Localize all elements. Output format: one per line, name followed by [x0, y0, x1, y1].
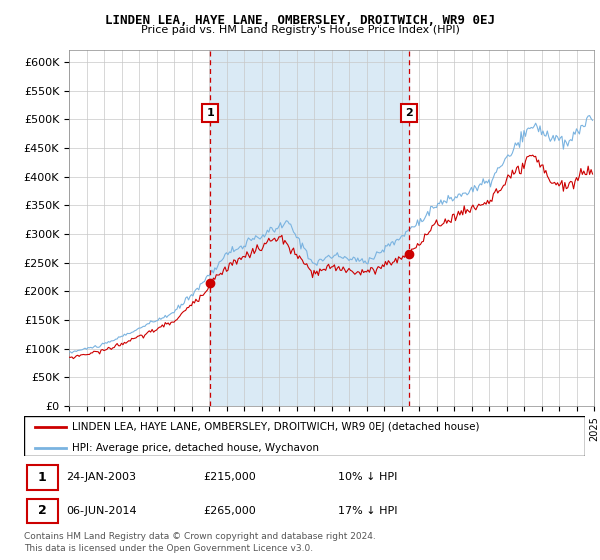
- Text: 17% ↓ HPI: 17% ↓ HPI: [338, 506, 398, 516]
- Bar: [210, 50, 409, 406]
- Text: LINDEN LEA, HAYE LANE, OMBERSLEY, DROITWICH, WR9 0EJ: LINDEN LEA, HAYE LANE, OMBERSLEY, DROITW…: [105, 14, 495, 27]
- Text: HPI: Average price, detached house, Wychavon: HPI: Average price, detached house, Wych…: [71, 442, 319, 452]
- Text: 1: 1: [38, 471, 47, 484]
- Text: LINDEN LEA, HAYE LANE, OMBERSLEY, DROITWICH, WR9 0EJ (detached house): LINDEN LEA, HAYE LANE, OMBERSLEY, DROITW…: [71, 422, 479, 432]
- Text: 2: 2: [405, 108, 413, 118]
- Bar: [27, 465, 58, 489]
- Text: Contains HM Land Registry data © Crown copyright and database right 2024.: Contains HM Land Registry data © Crown c…: [24, 532, 376, 541]
- Bar: [27, 499, 58, 523]
- Text: 24-JAN-2003: 24-JAN-2003: [66, 473, 136, 482]
- Text: £215,000: £215,000: [203, 473, 256, 482]
- Text: 1: 1: [206, 108, 214, 118]
- Text: 2: 2: [38, 505, 47, 517]
- Text: £265,000: £265,000: [203, 506, 256, 516]
- Text: 06-JUN-2014: 06-JUN-2014: [66, 506, 137, 516]
- Text: This data is licensed under the Open Government Licence v3.0.: This data is licensed under the Open Gov…: [24, 544, 313, 553]
- Text: Price paid vs. HM Land Registry's House Price Index (HPI): Price paid vs. HM Land Registry's House …: [140, 25, 460, 35]
- Text: 10% ↓ HPI: 10% ↓ HPI: [338, 473, 398, 482]
